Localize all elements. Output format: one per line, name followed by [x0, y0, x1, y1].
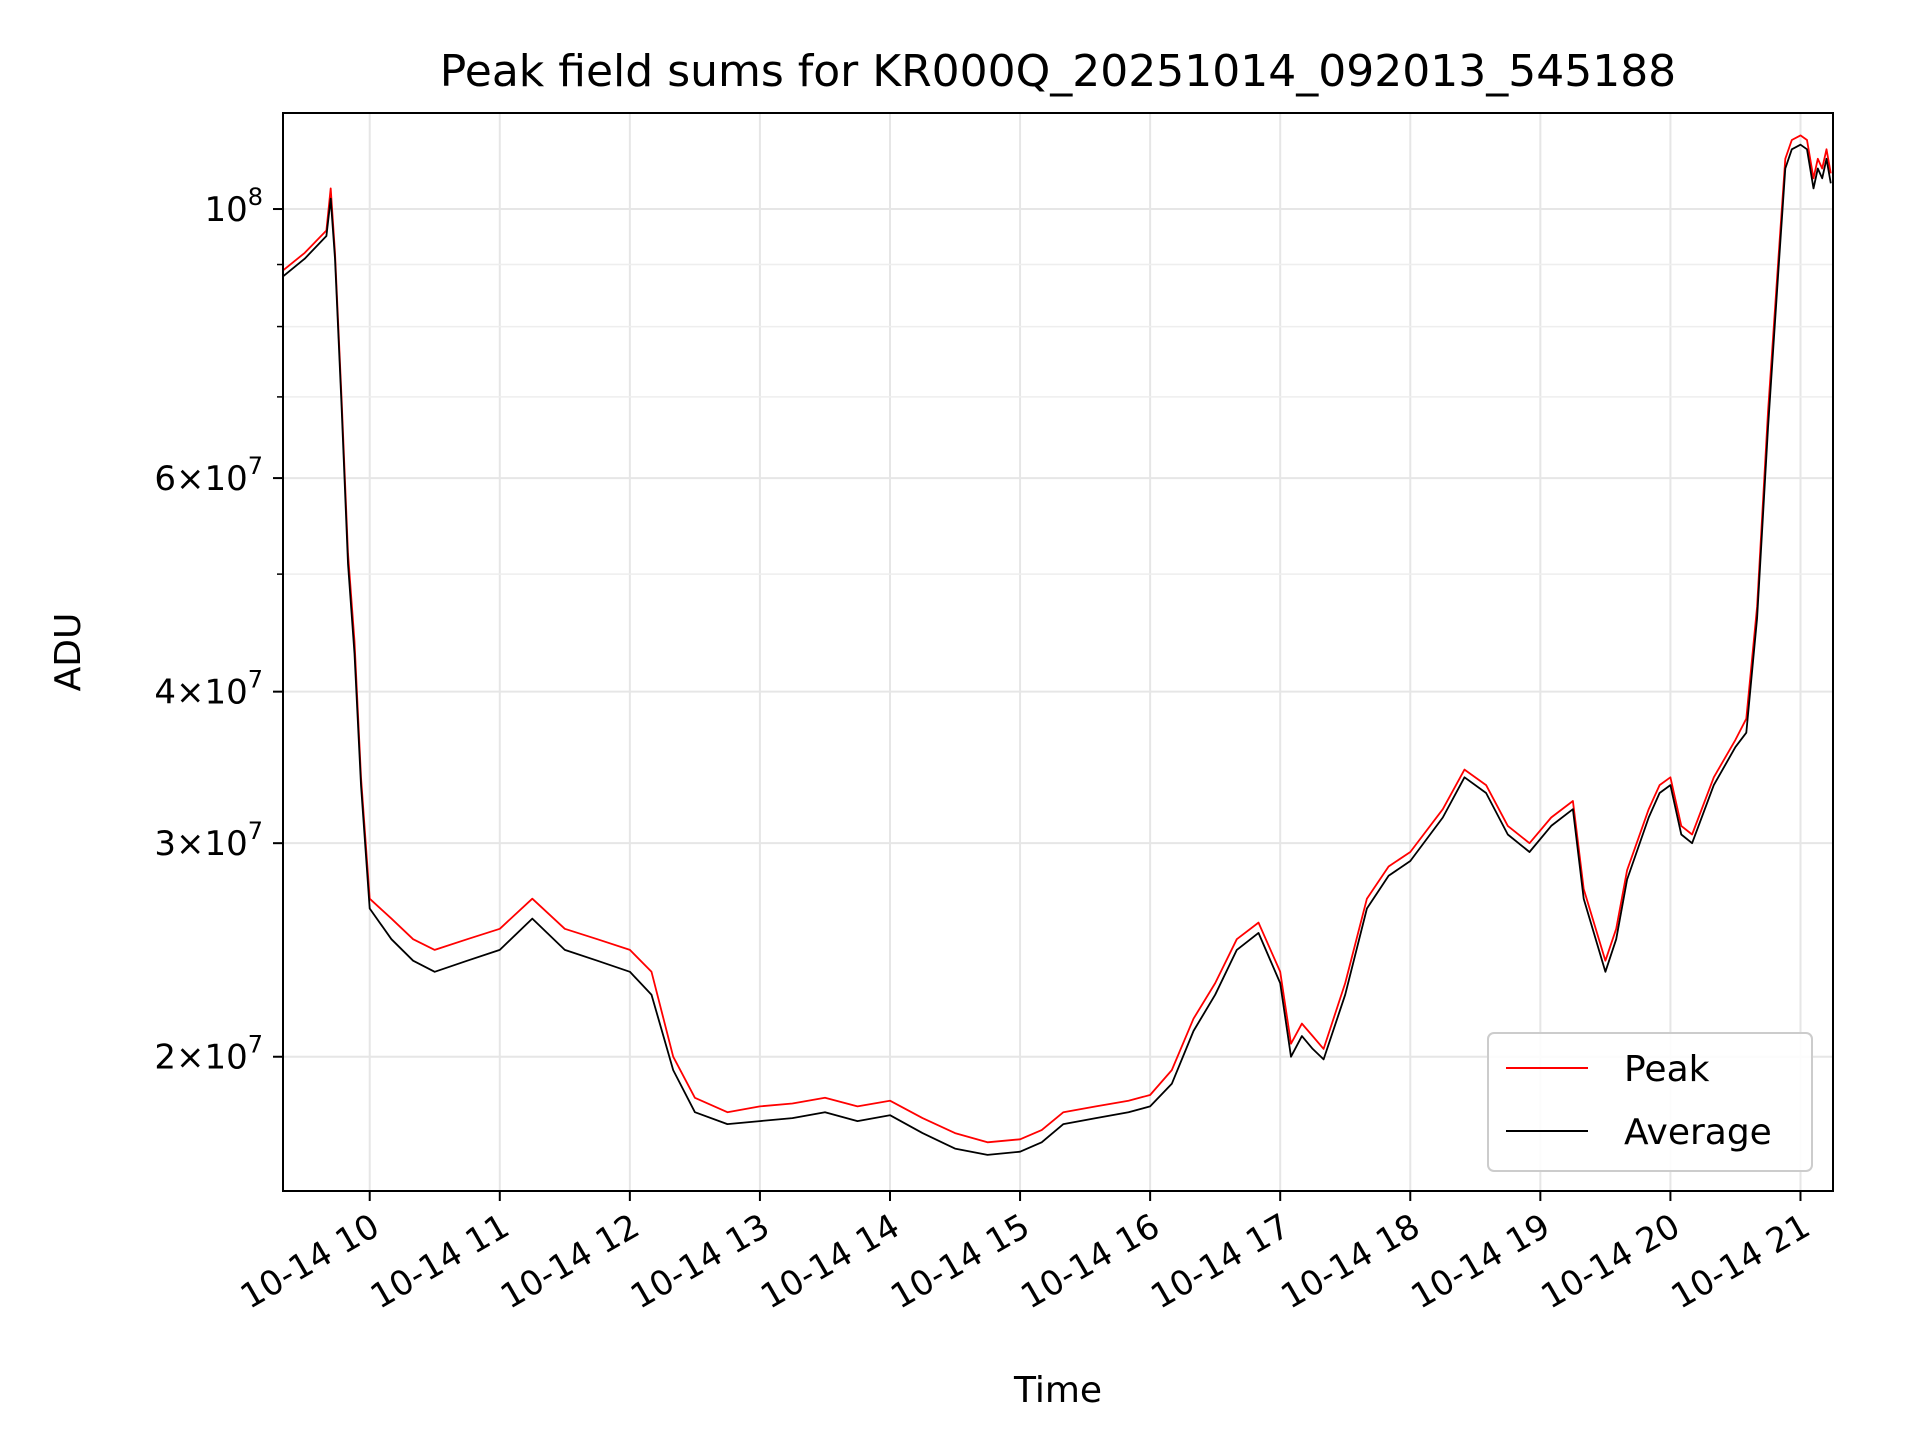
- legend: Peak Average: [1487, 1032, 1813, 1172]
- series-line-peak: [282, 134, 1832, 1144]
- legend-label-average: Average: [1624, 1112, 1772, 1153]
- x-axis-label: Time: [1013, 1370, 1102, 1411]
- series-line-average: [282, 143, 1832, 1156]
- y-axis-label: ADU: [48, 613, 89, 692]
- y-tick-label: 2×107: [154, 1031, 263, 1078]
- series-layer: [282, 134, 1832, 1156]
- y-tick-label: 6×107: [154, 452, 263, 499]
- y-axis: 2×107 3×107 4×107 6×107 108: [154, 183, 283, 1078]
- y-tick-label: 4×107: [154, 666, 263, 713]
- y-tick-label: 3×107: [154, 817, 263, 864]
- plot-frame: [282, 112, 1834, 1192]
- legend-label-peak: Peak: [1624, 1049, 1710, 1090]
- y-tick-label: 108: [204, 183, 263, 230]
- chart-title: Peak field sums for KR000Q_20251014_0920…: [440, 46, 1676, 97]
